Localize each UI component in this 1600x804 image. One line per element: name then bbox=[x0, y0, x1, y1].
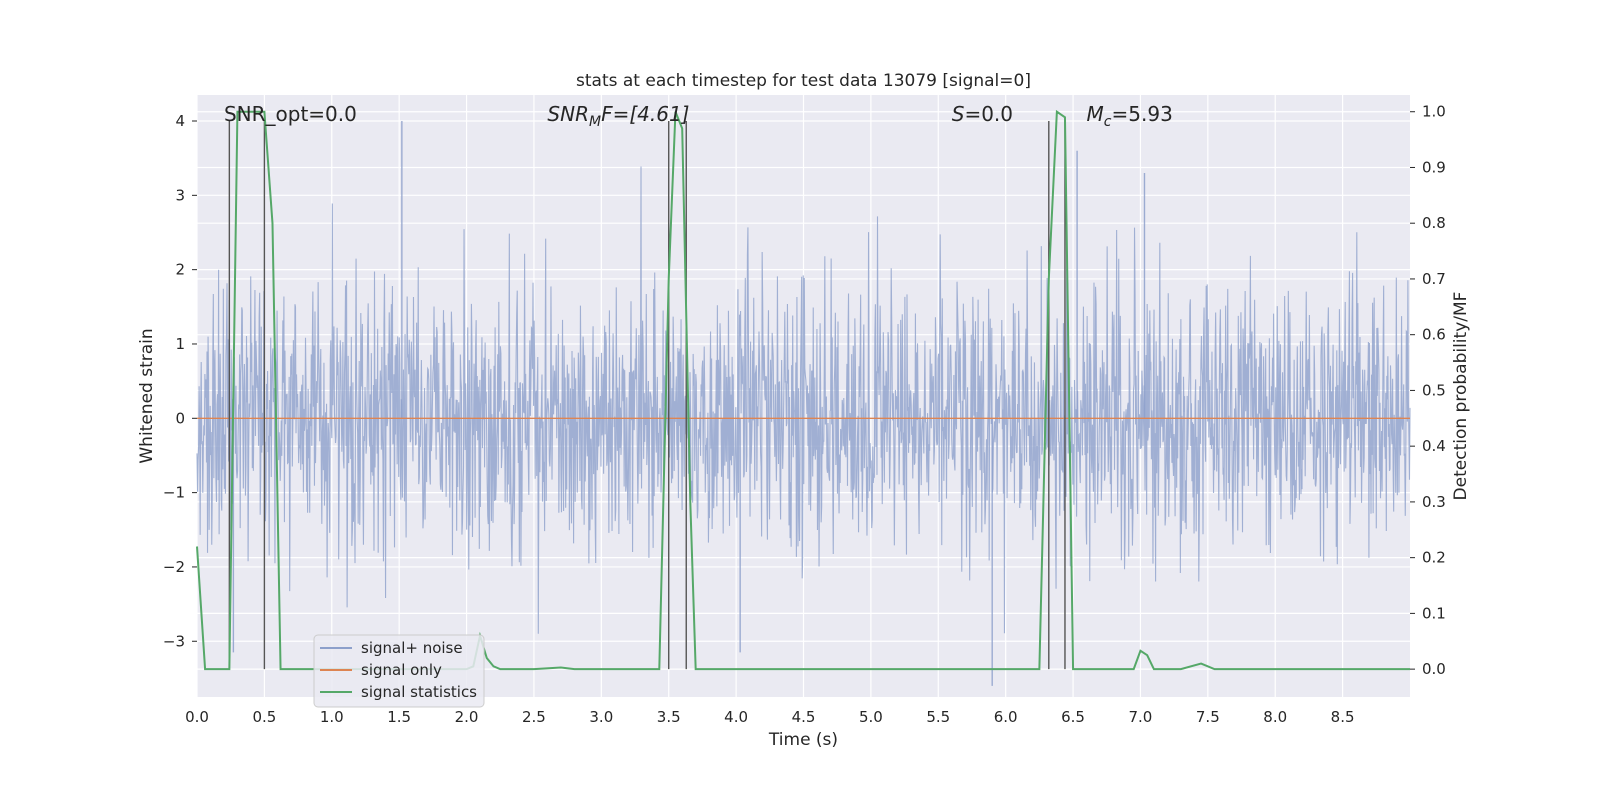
y-tick-label-left: 1 bbox=[175, 335, 185, 353]
y-tick-label-right: 0.4 bbox=[1422, 437, 1446, 455]
x-tick-label: 2.0 bbox=[455, 708, 479, 726]
y-tick-label-right: 0.9 bbox=[1422, 158, 1446, 176]
x-tick-label: 5.5 bbox=[926, 708, 950, 726]
x-tick-label: 1.0 bbox=[320, 708, 344, 726]
y-tick-label-right: 0.3 bbox=[1422, 493, 1446, 511]
y-tick-label-left: −1 bbox=[163, 484, 185, 502]
x-tick-label: 5.0 bbox=[859, 708, 883, 726]
annotation-mc-value: =5.93 bbox=[1112, 102, 1173, 126]
legend-label: signal only bbox=[361, 661, 442, 679]
x-tick-label: 2.5 bbox=[522, 708, 546, 726]
x-tick-label: 0.0 bbox=[185, 708, 209, 726]
noise-trace bbox=[196, 166, 1411, 634]
x-tick-label: 6.0 bbox=[994, 708, 1018, 726]
annotation-mc: Mc=5.93 bbox=[1087, 102, 1173, 130]
vertical-markers bbox=[228, 121, 1066, 670]
x-tick-label: 8.5 bbox=[1331, 708, 1355, 726]
y-tick-label-left: −3 bbox=[163, 632, 185, 650]
x-tick-label: 3.5 bbox=[657, 708, 681, 726]
x-tick-label: 7.5 bbox=[1196, 708, 1220, 726]
annotation-s: S=0.0 bbox=[952, 102, 1013, 126]
annotation-snr-mf-symbol: SNR bbox=[547, 102, 589, 126]
x-tick-label: 4.0 bbox=[724, 708, 748, 726]
y-tick-label-right: 0.6 bbox=[1422, 326, 1446, 344]
y-tick-label-right: 0.7 bbox=[1422, 270, 1446, 288]
annotation-snr-mf-value: F=[4.61] bbox=[601, 102, 689, 126]
annotation-s-value: =0.0 bbox=[964, 102, 1013, 126]
y-axis-label-right: Detection probability/MF bbox=[1451, 292, 1471, 501]
y-tick-label-right: 0.8 bbox=[1422, 214, 1446, 232]
legend-label: signal+ noise bbox=[361, 639, 463, 657]
chart-title: stats at each timestep for test data 130… bbox=[576, 71, 1031, 91]
annotation-snr-mf: SNRMF=[4.61] bbox=[547, 102, 689, 130]
annotation-s-symbol: S bbox=[952, 102, 965, 126]
y-tick-label-right: 0.1 bbox=[1422, 604, 1446, 622]
x-tick-label: 8.0 bbox=[1263, 708, 1287, 726]
y-tick-label-left: 2 bbox=[175, 261, 185, 279]
x-tick-label: 6.5 bbox=[1061, 708, 1085, 726]
y-tick-label-left: 3 bbox=[175, 186, 185, 204]
y-tick-label-left: 4 bbox=[175, 112, 185, 130]
x-axis-label: Time (s) bbox=[768, 730, 838, 750]
y-tick-label-right: 0.2 bbox=[1422, 549, 1446, 567]
annotation-mc-subscript: c bbox=[1104, 114, 1112, 130]
annotation-mc-symbol: M bbox=[1087, 102, 1104, 126]
x-tick-label: 1.5 bbox=[387, 708, 411, 726]
x-tick-label: 3.0 bbox=[589, 708, 613, 726]
y-tick-label-right: 0.5 bbox=[1422, 381, 1446, 399]
y-tick-label-left: −2 bbox=[163, 558, 185, 576]
x-tick-label: 0.5 bbox=[252, 708, 276, 726]
annotation-snr-opt: SNR_opt=0.0 bbox=[224, 102, 357, 126]
legend-label: signal statistics bbox=[361, 683, 477, 701]
y-tick-label-right: 1.0 bbox=[1422, 103, 1446, 121]
y-tick-label-left: 0 bbox=[175, 409, 185, 427]
legend: signal+ noise signal only signal statistic… bbox=[313, 634, 485, 708]
y-axis-label-left: Whitened strain bbox=[137, 328, 157, 463]
y-tick-label-right: 0.0 bbox=[1422, 660, 1446, 678]
x-tick-label: 4.5 bbox=[792, 708, 816, 726]
annotation-snr-mf-subscript: M bbox=[589, 114, 601, 130]
series-signal-noise bbox=[196, 121, 1411, 686]
legend-box bbox=[313, 634, 485, 708]
axis-ticks: 0.0 0.5 1.0 1.5 2.0 2.5 3.0 3.5 4.0 4.5 5.0 5.5 6.0 6… bbox=[163, 103, 1446, 726]
x-tick-label: 7.0 bbox=[1129, 708, 1153, 726]
